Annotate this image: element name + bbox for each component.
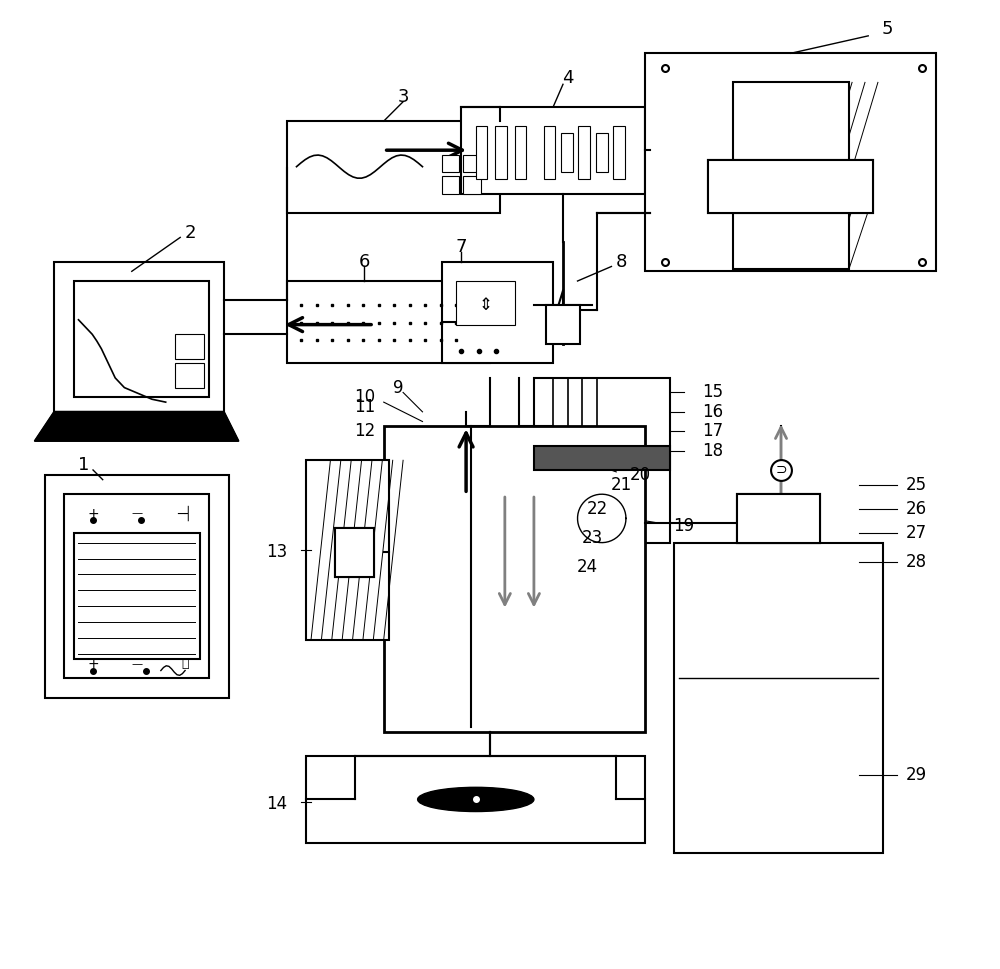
Bar: [737, 494, 820, 543]
Bar: [287, 121, 500, 213]
Text: 6: 6: [359, 253, 370, 270]
Bar: [476, 126, 487, 179]
Bar: [578, 126, 590, 179]
Bar: [74, 281, 209, 397]
Bar: [54, 262, 224, 412]
Text: 9: 9: [393, 379, 404, 396]
Bar: [463, 176, 481, 194]
Bar: [561, 134, 573, 172]
Text: 23: 23: [581, 529, 603, 547]
Text: 29: 29: [906, 766, 927, 784]
Text: 19: 19: [674, 517, 695, 535]
Bar: [335, 528, 374, 577]
Text: 14: 14: [267, 796, 288, 813]
Bar: [175, 334, 204, 359]
Bar: [613, 126, 625, 179]
Text: 11: 11: [354, 398, 375, 416]
Bar: [645, 53, 936, 271]
Text: 24: 24: [577, 558, 598, 576]
Bar: [596, 134, 608, 172]
Text: 13: 13: [267, 544, 288, 561]
Text: 3: 3: [397, 88, 409, 106]
Text: —: —: [131, 509, 142, 518]
Ellipse shape: [418, 787, 534, 812]
Text: 28: 28: [906, 553, 927, 571]
Bar: [45, 475, 229, 698]
Text: ⏚: ⏚: [181, 657, 189, 671]
Bar: [546, 305, 580, 344]
Bar: [674, 543, 883, 853]
Text: 26: 26: [906, 500, 927, 517]
Bar: [335, 528, 374, 577]
Bar: [175, 363, 204, 388]
Text: 27: 27: [906, 524, 927, 542]
Text: 20: 20: [630, 466, 651, 484]
Bar: [64, 494, 209, 678]
Bar: [534, 446, 670, 470]
Bar: [461, 107, 645, 194]
Bar: [733, 82, 849, 179]
Bar: [737, 494, 820, 543]
Bar: [287, 281, 490, 363]
Text: 12: 12: [354, 422, 375, 440]
Text: 7: 7: [455, 238, 467, 256]
Text: 8: 8: [615, 253, 627, 270]
Text: 18: 18: [703, 442, 724, 459]
Text: 17: 17: [703, 422, 724, 440]
Bar: [306, 756, 645, 843]
Text: +: +: [87, 507, 99, 520]
Bar: [442, 176, 459, 194]
Bar: [456, 281, 515, 325]
Text: 4: 4: [562, 69, 574, 86]
Text: 5: 5: [882, 20, 893, 38]
Polygon shape: [35, 412, 238, 441]
Text: 2: 2: [184, 224, 196, 241]
Text: ⊃: ⊃: [775, 463, 787, 477]
Bar: [495, 126, 507, 179]
Text: 16: 16: [703, 403, 724, 421]
Text: +: +: [87, 657, 99, 671]
Text: —: —: [131, 659, 142, 669]
Bar: [544, 126, 555, 179]
Bar: [708, 160, 873, 213]
Bar: [534, 378, 670, 543]
Text: 15: 15: [703, 384, 724, 401]
Bar: [74, 533, 200, 659]
Bar: [708, 160, 873, 213]
Bar: [306, 460, 389, 640]
Text: 1: 1: [78, 456, 89, 474]
Bar: [733, 211, 849, 269]
Text: ⇕: ⇕: [479, 297, 492, 314]
Bar: [442, 155, 459, 172]
Text: ─┤: ─┤: [178, 506, 193, 521]
Bar: [515, 126, 526, 179]
Text: 25: 25: [906, 476, 927, 493]
Bar: [534, 446, 670, 470]
Bar: [442, 262, 553, 363]
Bar: [463, 155, 481, 172]
Text: 10: 10: [354, 389, 375, 406]
Text: 22: 22: [586, 500, 608, 517]
Text: 21: 21: [610, 476, 632, 493]
Bar: [384, 426, 645, 732]
